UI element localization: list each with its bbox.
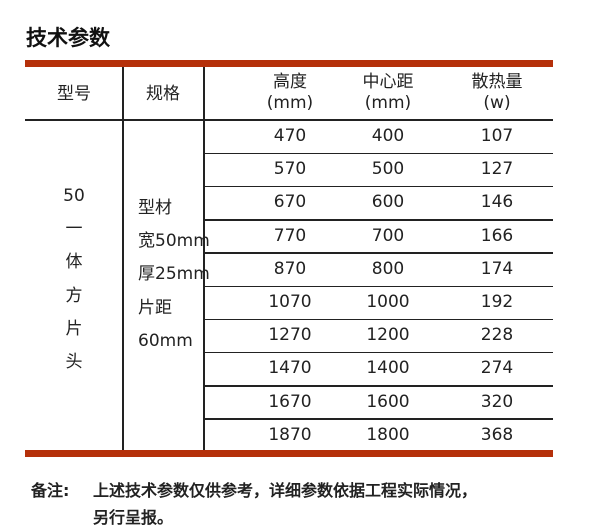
height-cell: 1870 <box>268 424 312 445</box>
header-center-distance: 中心距 (mm) <box>343 72 433 114</box>
table-bottom-border <box>25 450 553 457</box>
header-unit: (w) <box>483 93 511 113</box>
height-cell: 1070 <box>268 292 312 312</box>
height-cell: 470 <box>273 126 307 146</box>
note-line1: 上述技术参数仅供参考，详细参数依据工程实际情况， <box>93 481 478 500</box>
header-model: 型号 <box>57 84 91 104</box>
row-divider <box>204 351 553 354</box>
height-cell: 1470 <box>268 358 312 379</box>
height-cell: 1270 <box>268 325 312 346</box>
model-text: 50 <box>63 186 85 206</box>
center-distance-cell: 400 <box>371 126 405 146</box>
height-cell: 670 <box>273 192 307 213</box>
model-text: 方 <box>65 285 83 306</box>
height-cell: 570 <box>273 159 307 180</box>
row-divider <box>204 152 553 155</box>
model-text: 片 <box>65 318 83 339</box>
row-divider <box>204 185 553 188</box>
heat-output-cell: 228 <box>480 325 514 346</box>
center-distance-cell: 1800 <box>366 424 410 445</box>
center-distance-cell: 800 <box>371 258 405 279</box>
heat-output-cell: 127 <box>480 159 514 180</box>
header-spec: 规格 <box>146 84 180 104</box>
spec-text: 厚25mm <box>138 264 210 285</box>
heat-output-cell: 368 <box>480 424 514 445</box>
center-distance-cell: 1200 <box>366 325 410 346</box>
row-divider <box>204 285 553 287</box>
heat-output-cell: 274 <box>480 358 514 379</box>
header-text: 高度 <box>273 72 307 92</box>
note-label: 备注: <box>31 481 70 500</box>
header-heat-output: 散热量 (w) <box>452 72 542 114</box>
center-distance-cell: 600 <box>371 192 405 213</box>
heat-output-cell: 107 <box>480 126 514 146</box>
height-cell: 1670 <box>268 391 312 412</box>
header-text: 中心距 <box>362 72 414 92</box>
center-distance-cell: 1400 <box>366 358 410 379</box>
spec-text: 60mm <box>138 330 193 351</box>
model-text: 头 <box>65 352 83 372</box>
header-text: 散热量 <box>471 72 523 92</box>
row-divider <box>204 318 553 321</box>
spec-text: 型材 <box>138 198 172 218</box>
center-distance-cell: 700 <box>371 225 405 246</box>
table-top-border <box>25 60 553 67</box>
column-divider <box>203 67 205 450</box>
model-text: 一 <box>65 219 83 240</box>
header-divider <box>25 119 553 121</box>
header-unit: (mm) <box>364 93 412 113</box>
heat-output-cell: 146 <box>480 192 514 213</box>
height-cell: 870 <box>273 258 307 279</box>
column-divider <box>122 67 124 450</box>
row-divider <box>204 385 553 387</box>
heat-output-cell: 320 <box>480 391 514 412</box>
header-unit: (mm) <box>266 93 314 113</box>
center-distance-cell: 1000 <box>366 292 410 312</box>
spec-text: 宽50mm <box>138 231 210 252</box>
row-divider <box>204 252 553 254</box>
heat-output-cell: 166 <box>480 225 514 246</box>
height-cell: 770 <box>273 225 307 246</box>
center-distance-cell: 500 <box>371 159 405 180</box>
heat-output-cell: 174 <box>480 258 514 279</box>
spec-text: 片距 <box>138 297 172 318</box>
page-title: 技术参数 <box>26 26 110 50</box>
model-text: 体 <box>65 252 83 273</box>
center-distance-cell: 1600 <box>366 391 410 412</box>
heat-output-cell: 192 <box>480 292 514 312</box>
note-line2: 另行呈报。 <box>93 508 174 527</box>
row-divider <box>204 219 553 221</box>
row-divider <box>204 418 553 420</box>
header-height: 高度 (mm) <box>245 72 335 114</box>
